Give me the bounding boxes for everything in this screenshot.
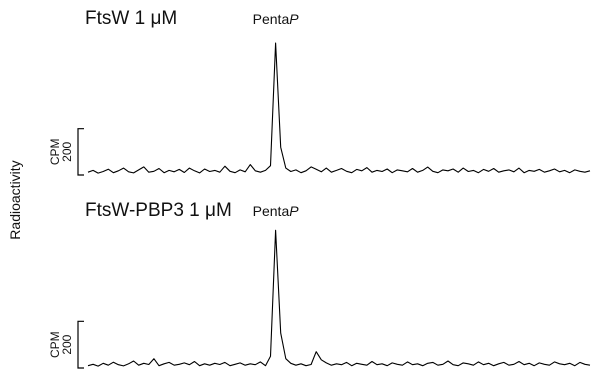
peak-label-italic: P	[289, 203, 299, 219]
panel-title: FtsW 1 μM	[85, 8, 177, 29]
trace	[87, 42, 591, 174]
peak-label-text: Penta	[253, 203, 290, 219]
scale-bar	[77, 128, 84, 176]
scale-bar-value: 200	[60, 334, 74, 354]
scale-bar	[77, 320, 84, 369]
peak-label: PentaP	[253, 203, 300, 219]
scale-bar-unit: CPM	[48, 331, 62, 358]
peak-label: PentaP	[253, 11, 300, 27]
peak-label-text: Penta	[253, 11, 290, 27]
peak-label-italic: P	[289, 11, 299, 27]
panel-title: FtsW-PBP3 1 μM	[85, 200, 232, 221]
scale-bar-unit: CPM	[48, 138, 62, 165]
trace	[87, 229, 591, 367]
y-axis-label: Radioactivity	[7, 160, 23, 239]
scale-bar-value: 200	[60, 142, 74, 162]
